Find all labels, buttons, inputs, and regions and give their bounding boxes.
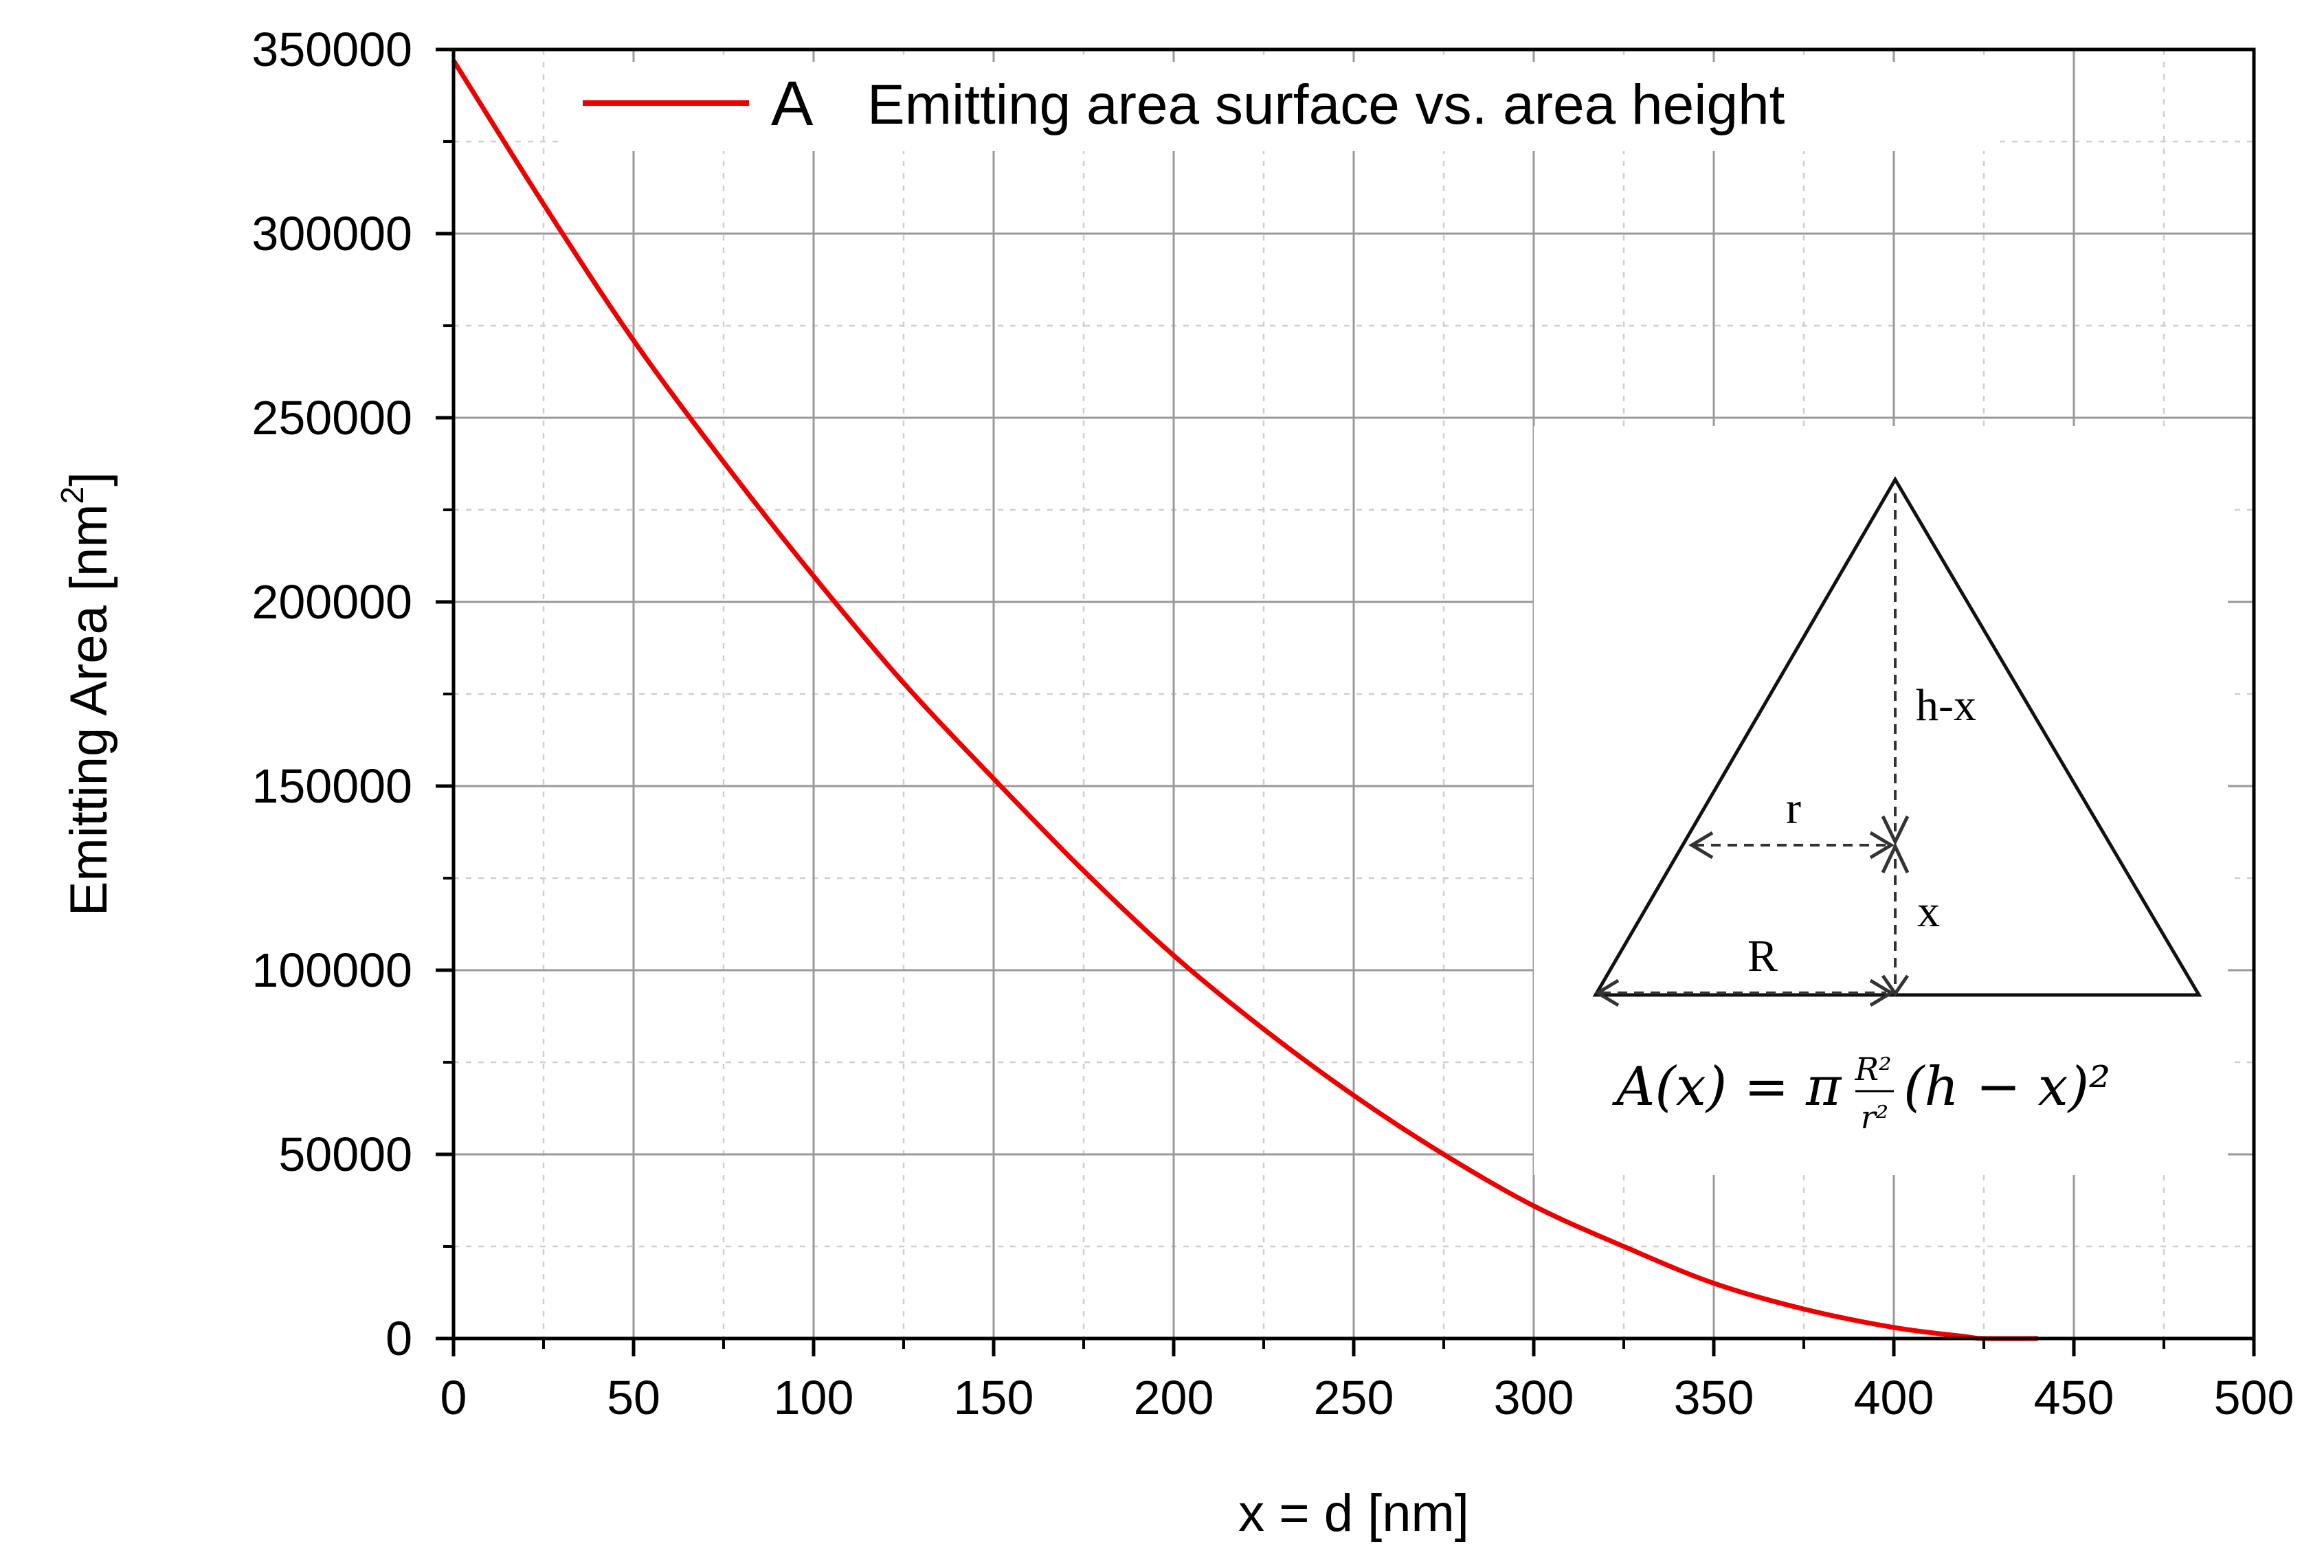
y-axis-title-end: ] <box>60 472 118 486</box>
inset-diagram: h-x r x R A(x) = π R² r² (h − x)² <box>1592 476 2202 1136</box>
area-formula: A(x) = π R² r² (h − x)² <box>1612 1051 2110 1136</box>
grid-major <box>454 49 2254 1339</box>
x-tick-label: 250 <box>1314 1371 1394 1424</box>
y-tick-label: 100000 <box>252 943 412 997</box>
R-arrowhead-right <box>1869 978 1895 1007</box>
legend-background <box>563 62 2000 151</box>
label-h-minus-x: h-x <box>1916 680 1976 730</box>
x-tick-labels: 0 50 100 150 200 250 300 350 400 450 500 <box>440 1371 2294 1424</box>
y-tick-label: 350000 <box>252 23 412 76</box>
label-r: r <box>1786 783 1801 833</box>
x-tick-label: 350 <box>1674 1371 1754 1424</box>
h-minus-x-arrowhead <box>1881 815 1910 846</box>
x-tick-label: 300 <box>1494 1371 1574 1424</box>
x-arrowhead-down <box>1881 974 1910 997</box>
y-tick-label: 50000 <box>278 1128 412 1181</box>
y-tick-label: 150000 <box>252 759 412 813</box>
axis-ticks <box>436 47 2256 1356</box>
r-arrowhead-right <box>1869 831 1895 860</box>
y-tick-label: 0 <box>386 1312 412 1365</box>
y-tick-label: 300000 <box>252 207 412 260</box>
data-lines <box>451 59 2038 1341</box>
y-axis-title: Emitting Area [nm2] <box>54 472 118 917</box>
x-axis-title: x = d [nm] <box>1238 1484 1469 1543</box>
x-tick-label: 500 <box>2214 1371 2294 1424</box>
label-x: x <box>1917 886 1940 937</box>
cone-triangle <box>1592 476 2202 997</box>
formula-numerator: R² <box>1854 1051 1891 1088</box>
legend-label: Emitting area surface vs. area height <box>867 74 1785 136</box>
formula-rhs: (h − x)² <box>1903 1056 2110 1118</box>
y-tick-label: 200000 <box>252 575 412 629</box>
R-arrowhead-left <box>1594 978 1620 1007</box>
y-axis-title-sup: 2 <box>54 486 90 504</box>
legend-letter: A <box>771 69 814 139</box>
formula-denominator: r² <box>1861 1099 1888 1136</box>
x-tick-label: 150 <box>954 1371 1034 1424</box>
x-tick-label: 200 <box>1134 1371 1214 1424</box>
x-tick-label: 0 <box>440 1371 467 1424</box>
inset-background <box>1534 426 2228 1175</box>
x-tick-label: 400 <box>1854 1371 1934 1424</box>
x-arrowhead-up <box>1881 842 1910 874</box>
formula-lhs: A(x) = π <box>1612 1056 1842 1118</box>
y-tick-labels: 0 50000 100000 150000 200000 250000 300000 3500… <box>252 23 412 1365</box>
y-axis-title-main: Emitting Area [nm <box>60 504 118 916</box>
label-R: R <box>1747 931 1778 981</box>
r-arrowhead-left <box>1688 831 1714 860</box>
y-tick-label: 250000 <box>252 391 412 445</box>
x-tick-label: 50 <box>607 1371 660 1424</box>
series-line <box>451 59 2038 1341</box>
x-tick-label: 450 <box>2034 1371 2114 1424</box>
x-tick-label: 100 <box>774 1371 854 1424</box>
